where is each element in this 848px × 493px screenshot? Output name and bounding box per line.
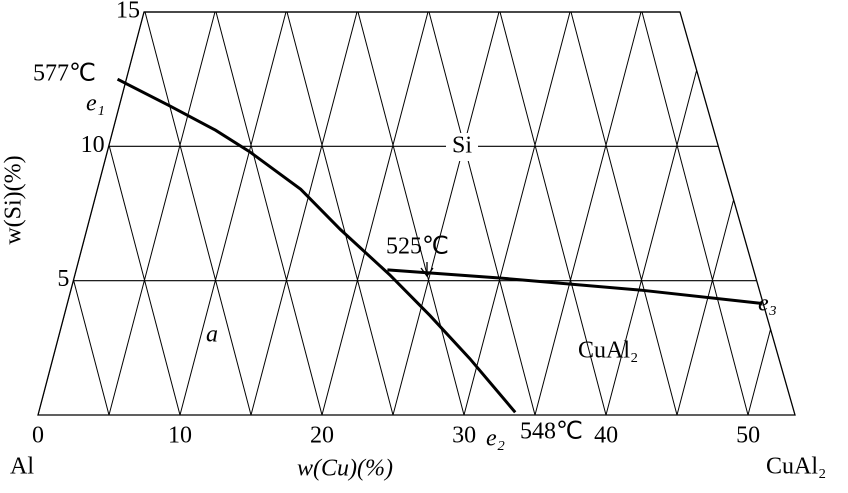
annotation: CuAl₂ [578, 338, 638, 364]
y-axis-label: w(Si)(%) [1, 155, 27, 244]
annotation: 548℃ [520, 419, 583, 445]
annotation: Si [452, 133, 472, 159]
grid-diagonal [463, 12, 571, 415]
curve [116, 77, 517, 414]
y-tick-label: 5 [57, 266, 69, 292]
x-tick-label: 40 [594, 423, 618, 449]
grid-diagonal [676, 12, 784, 415]
y-tick-label: 15 [116, 0, 140, 24]
grid-diagonal [712, 12, 795, 415]
annotation-arrowhead [420, 267, 434, 278]
grid-diagonal [286, 12, 394, 415]
annotation: e₂ [486, 426, 505, 452]
grid-diagonal [179, 12, 287, 415]
annotation: 525℃ [386, 234, 449, 260]
label-background [446, 133, 478, 161]
triangular-grid [38, 12, 848, 415]
annotation: e₁ [86, 91, 105, 117]
curve [387, 268, 763, 305]
grid-diagonal [605, 12, 713, 415]
grid-diagonal [108, 12, 216, 415]
grid-diagonal [144, 12, 252, 415]
x-tick-label: 50 [736, 423, 760, 449]
x-tick-label: 10 [168, 423, 192, 449]
grid-diagonal [428, 12, 536, 415]
annotation: Al [10, 454, 34, 480]
grid-diagonal [747, 12, 795, 415]
grid-diagonal [321, 12, 429, 415]
grid-diagonal [499, 12, 607, 415]
y-tick-label: 10 [81, 132, 105, 158]
annotation: CuAl₂ [766, 454, 826, 480]
grid-diagonal [819, 12, 848, 415]
annotation: e₃ [758, 291, 777, 317]
x-tick-label: 20 [310, 423, 334, 449]
grid-diagonal [570, 12, 678, 415]
grid-diagonal [641, 12, 749, 415]
grid-diagonal [357, 12, 465, 415]
grid-diagonal [534, 12, 642, 415]
x-tick-label: 30 [452, 423, 476, 449]
annotation: a [206, 322, 218, 348]
grid-diagonal [215, 12, 323, 415]
x-tick-label: 0 [32, 423, 44, 449]
plot-frame [37, 11, 796, 416]
grid-diagonal [392, 12, 500, 415]
annotation: 577℃ [33, 61, 96, 87]
grid-diagonal [250, 12, 358, 415]
grid-diagonal [783, 12, 795, 415]
x-axis-label: w(Cu)(%) [297, 456, 393, 482]
